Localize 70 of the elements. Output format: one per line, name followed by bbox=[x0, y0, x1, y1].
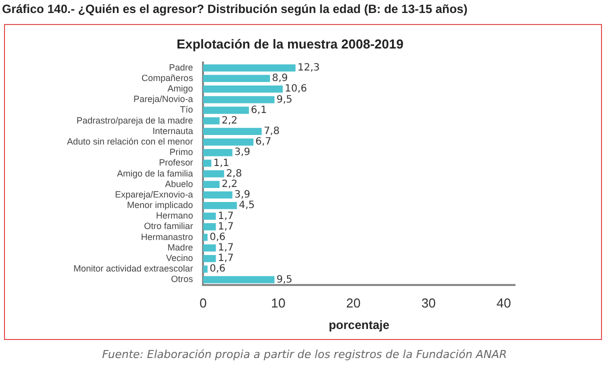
data-label: 2,2 bbox=[222, 115, 238, 126]
y-tick-label: Padrastro/pareja de la madre bbox=[76, 115, 194, 126]
data-label: 0,6 bbox=[210, 232, 226, 243]
y-tick-label: Hermanastro bbox=[141, 232, 194, 242]
data-label: 3,9 bbox=[234, 147, 250, 158]
data-label: 9,5 bbox=[276, 94, 292, 106]
y-tick-label: Padre bbox=[169, 62, 194, 72]
y-tick-label: Compañeros bbox=[142, 72, 194, 83]
bar bbox=[203, 96, 274, 104]
bar bbox=[203, 86, 283, 93]
bar bbox=[203, 117, 220, 124]
data-label: 2,8 bbox=[226, 168, 242, 180]
source-note: Fuente: Elaboración propia a partir de los registros de la Fundación ANAR bbox=[101, 348, 508, 361]
y-tick-label: Tío bbox=[180, 104, 194, 115]
y-tick-label: Amigo de la familia bbox=[117, 168, 194, 178]
data-label: 2,2 bbox=[222, 178, 238, 190]
data-label: 6,7 bbox=[255, 136, 272, 148]
y-tick-label: Monitor actividad extraescolar bbox=[74, 264, 194, 274]
y-tick-label: Aduto sin relación con el menor bbox=[66, 136, 194, 147]
data-label: 0,6 bbox=[210, 264, 226, 275]
x-tick-label: 40 bbox=[496, 295, 511, 310]
bar bbox=[203, 128, 262, 136]
bar bbox=[203, 160, 212, 167]
x-axis-title: porcentaje bbox=[328, 318, 390, 332]
data-label: 1,7 bbox=[218, 221, 234, 232]
data-label: 8,9 bbox=[272, 73, 288, 84]
bar bbox=[203, 74, 270, 82]
y-tick-label: Hermano bbox=[156, 210, 194, 221]
y-tick-label: Internauta bbox=[152, 126, 194, 136]
data-label: 10,6 bbox=[284, 84, 308, 95]
y-tick-label: Amigo bbox=[168, 84, 194, 94]
data-label: 1,7 bbox=[218, 242, 234, 254]
y-tick-label: Otro familiar bbox=[144, 221, 194, 232]
data-label: 9,5 bbox=[276, 274, 292, 286]
y-tick-label: Vecino bbox=[166, 253, 194, 264]
data-label: 12,3 bbox=[298, 62, 320, 74]
bar bbox=[203, 191, 232, 199]
bar bbox=[203, 254, 216, 262]
data-label: 3,9 bbox=[234, 190, 250, 201]
data-label: 7,8 bbox=[264, 126, 280, 138]
bar bbox=[203, 202, 237, 210]
bar bbox=[203, 244, 216, 252]
y-tick-label: Pareja/Novio-a bbox=[134, 94, 194, 104]
chart-subtitle: Explotación de la muestra 2008-2019 bbox=[176, 36, 404, 52]
x-tick-label: 0 bbox=[199, 295, 207, 310]
bar bbox=[203, 180, 220, 188]
data-label: 1,7 bbox=[218, 253, 234, 264]
bar bbox=[203, 170, 224, 178]
y-tick-label: Profesor bbox=[159, 158, 194, 168]
x-tick-label: 20 bbox=[346, 295, 361, 310]
data-label: 1,1 bbox=[213, 158, 230, 169]
bar bbox=[203, 138, 254, 146]
bar bbox=[203, 106, 249, 114]
y-tick-label: Otros bbox=[171, 274, 194, 284]
x-tick-label: 30 bbox=[421, 295, 436, 310]
data-label: 6,1 bbox=[250, 104, 267, 116]
y-tick-label: Primo bbox=[170, 147, 194, 158]
bar bbox=[203, 212, 216, 220]
y-tick-label: Expareja/Exnovio-a bbox=[115, 189, 194, 200]
chart-title: Gráfico 140.- ¿Quién es el agresor? Distribución según la edad (B: de 13-15 años) bbox=[2, 2, 468, 16]
y-tick-label: Abuelo bbox=[165, 178, 194, 189]
data-label: 1,7 bbox=[218, 210, 234, 222]
bar bbox=[203, 149, 232, 156]
bar bbox=[203, 223, 216, 230]
x-tick-label: 10 bbox=[271, 295, 286, 310]
y-tick-label: Madre bbox=[168, 242, 194, 252]
bar bbox=[203, 64, 296, 72]
bar bbox=[203, 276, 274, 284]
y-tick-label: Menor implicado bbox=[127, 200, 194, 210]
data-label: 4,5 bbox=[238, 200, 255, 212]
